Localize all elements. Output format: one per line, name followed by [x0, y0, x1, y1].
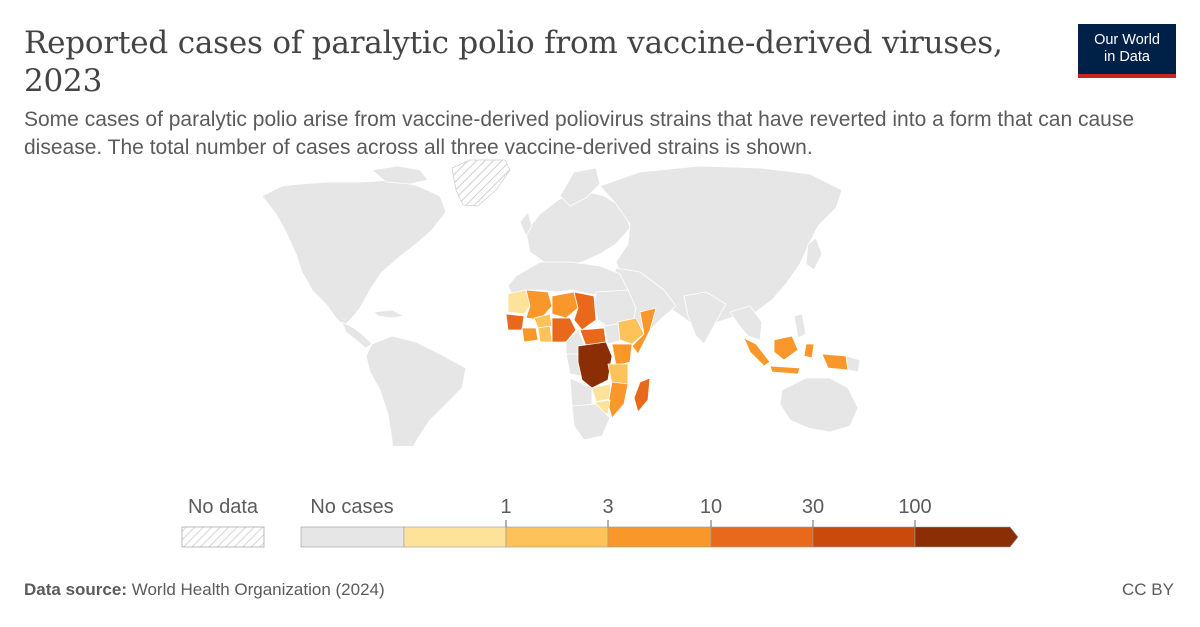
legend-swatch-bin5[interactable]: [812, 526, 916, 548]
world-map[interactable]: [240, 156, 860, 446]
legend-swatch-bin6[interactable]: [914, 526, 1019, 548]
legend-tick-1: 1: [500, 496, 512, 518]
license[interactable]: CC BY: [1122, 580, 1174, 599]
legend-no-cases-label: No cases: [310, 496, 394, 518]
nigeria[interactable]: [551, 317, 577, 343]
southeast-asia[interactable]: [729, 305, 763, 341]
niger[interactable]: [551, 291, 579, 319]
somalia[interactable]: [631, 307, 657, 355]
legend-no-data-swatch[interactable]: [181, 526, 265, 548]
madagascar[interactable]: [633, 377, 651, 413]
indonesia-sumatra[interactable]: [743, 337, 771, 367]
legend-tick-30: 30: [801, 496, 825, 518]
legend-tick-100: 100: [898, 496, 932, 518]
data-source: Data source: World Health Organization (…: [24, 580, 385, 600]
indonesia-borneo[interactable]: [773, 335, 799, 361]
data-source-label: Data source:: [24, 580, 127, 599]
legend-swatch-no-cases[interactable]: [300, 526, 405, 548]
mauritania[interactable]: [507, 289, 531, 315]
legend-swatch-bin4[interactable]: [710, 526, 814, 548]
legend-tick-3: 3: [602, 496, 614, 518]
legend-no-data-label: No data: [187, 496, 259, 518]
logo-line-2: in Data: [1104, 49, 1150, 65]
legend-swatch-bin1[interactable]: [403, 526, 507, 548]
india[interactable]: [683, 291, 727, 345]
cote-divoire[interactable]: [521, 327, 539, 343]
uk-ireland[interactable]: [519, 211, 533, 237]
chart-title: Reported cases of paralytic polio from v…: [24, 25, 1003, 99]
chart-subtitle: Some cases of paralytic polio arise from…: [24, 108, 1135, 159]
legend-swatch-bin2[interactable]: [505, 526, 609, 548]
greenland[interactable]: [451, 159, 511, 207]
ethiopia[interactable]: [617, 317, 645, 345]
japan[interactable]: [805, 237, 823, 271]
australia[interactable]: [779, 377, 859, 433]
owid-logo[interactable]: Our World in Data: [1078, 24, 1176, 78]
scandinavia[interactable]: [559, 167, 601, 207]
logo-line-1: Our World: [1094, 32, 1160, 48]
central-america[interactable]: [341, 321, 373, 349]
southern-africa[interactable]: [571, 403, 611, 441]
dr-congo[interactable]: [577, 341, 613, 389]
kenya[interactable]: [611, 343, 633, 367]
indonesia-java[interactable]: [769, 365, 801, 375]
south-america[interactable]: [365, 335, 467, 446]
philippines[interactable]: [793, 313, 807, 339]
data-source-link[interactable]: World Health Organization (2024): [131, 580, 385, 599]
caribbean[interactable]: [373, 309, 405, 319]
north-america[interactable]: [261, 179, 447, 327]
arctic-islands[interactable]: [371, 165, 429, 185]
indonesia-sulawesi[interactable]: [803, 343, 815, 359]
legend-swatch-bin3[interactable]: [607, 526, 712, 548]
legend-tick-10: 10: [699, 496, 723, 518]
papua-new-guinea[interactable]: [845, 355, 860, 373]
